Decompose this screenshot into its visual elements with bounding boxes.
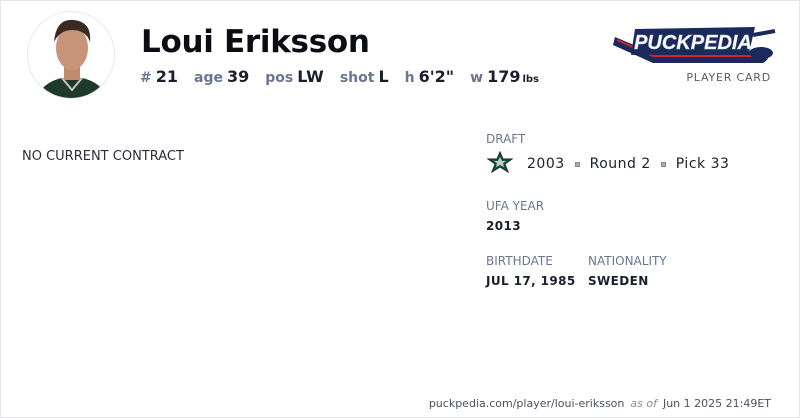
player-avatar: [27, 11, 115, 99]
birthdate-label: BIRTHDATE: [486, 254, 553, 268]
nationality-label: NATIONALITY: [588, 254, 667, 268]
weight-value: 179: [487, 67, 521, 86]
ufa-year-value: 2013: [486, 219, 521, 233]
footer: puckpedia.com/player/loui-eriksson as of J…: [429, 397, 771, 410]
weight-label: w: [470, 70, 484, 86]
player-stats: #21 age 39 pos LW shot L h 6'2" w 179 lbs: [140, 67, 539, 86]
shot-value: L: [378, 67, 389, 86]
draft-round: Round 2: [589, 156, 651, 172]
pos-label: pos: [265, 70, 294, 86]
height-value: 6'2": [418, 67, 455, 86]
draft-year: 2003: [527, 156, 565, 172]
age-value: 39: [226, 67, 250, 86]
height-label: h: [404, 70, 415, 86]
age-label: age: [194, 70, 223, 86]
number-value: 21: [155, 67, 178, 86]
weight-unit: lbs: [522, 74, 540, 85]
puckpedia-logo: PUCKPEDIA: [613, 23, 777, 73]
draft-label: DRAFT: [486, 132, 526, 146]
separator-icon: [660, 161, 666, 167]
birthdate-value: JUL 17, 1985: [486, 274, 576, 288]
separator-icon: [574, 161, 580, 167]
player-card-label: PLAYER CARD: [686, 71, 771, 84]
shot-label: shot: [339, 70, 375, 86]
timestamp: Jun 1 2025 21:49ET: [662, 397, 771, 410]
player-url[interactable]: puckpedia.com/player/loui-eriksson: [428, 397, 625, 410]
contract-status: NO CURRENT CONTRACT: [22, 149, 184, 164]
draft-pick: Pick 33: [675, 156, 730, 172]
pos-value: LW: [297, 67, 324, 86]
player-name: Loui Eriksson: [141, 24, 370, 60]
ufa-year-label: UFA YEAR: [486, 199, 545, 213]
as-of-label: as of: [630, 397, 657, 410]
number-label: #: [140, 70, 152, 86]
draft-info: 2003 Round 2 Pick 33: [486, 150, 730, 177]
svg-text:PUCKPEDIA: PUCKPEDIA: [634, 32, 752, 54]
dallas-stars-icon: [486, 150, 514, 177]
nationality-value: SWEDEN: [588, 274, 649, 288]
